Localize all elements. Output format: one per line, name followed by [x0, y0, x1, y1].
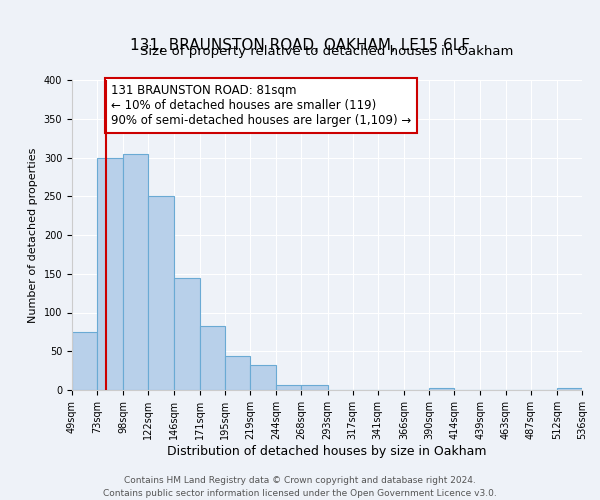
- X-axis label: Distribution of detached houses by size in Oakham: Distribution of detached houses by size …: [167, 444, 487, 458]
- Bar: [124, 154, 148, 390]
- Bar: [148, 196, 173, 390]
- Bar: [557, 388, 582, 390]
- Bar: [72, 332, 97, 390]
- Bar: [250, 365, 276, 390]
- Y-axis label: Number of detached properties: Number of detached properties: [28, 148, 38, 322]
- Bar: [173, 278, 200, 390]
- Bar: [276, 384, 301, 390]
- Title: Size of property relative to detached houses in Oakham: Size of property relative to detached ho…: [140, 45, 514, 58]
- Text: 131, BRAUNSTON ROAD, OAKHAM, LE15 6LF: 131, BRAUNSTON ROAD, OAKHAM, LE15 6LF: [130, 38, 470, 52]
- Bar: [97, 158, 124, 390]
- Bar: [301, 386, 328, 390]
- Text: 131 BRAUNSTON ROAD: 81sqm
← 10% of detached houses are smaller (119)
90% of semi: 131 BRAUNSTON ROAD: 81sqm ← 10% of detac…: [111, 84, 411, 127]
- Bar: [225, 356, 250, 390]
- Bar: [200, 326, 225, 390]
- Bar: [429, 388, 454, 390]
- Text: Contains HM Land Registry data © Crown copyright and database right 2024.
Contai: Contains HM Land Registry data © Crown c…: [103, 476, 497, 498]
